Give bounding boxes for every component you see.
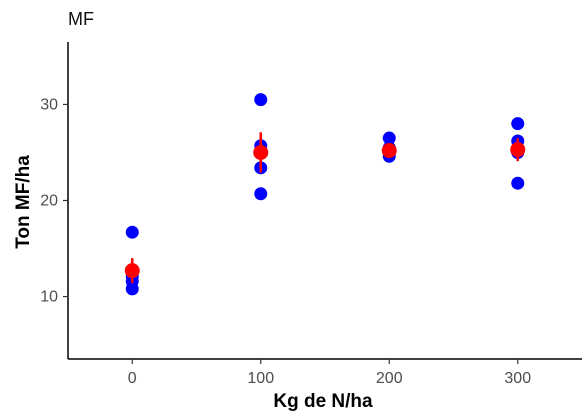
mean-point xyxy=(124,263,140,279)
x-axis-title: Kg de N/ha xyxy=(273,391,373,412)
chart-title: MF xyxy=(68,9,94,29)
mean-point xyxy=(253,144,269,160)
x-tick-label: 300 xyxy=(504,370,531,387)
x-tick-label: 200 xyxy=(376,370,403,387)
y-tick-label: 20 xyxy=(40,193,58,210)
data-point xyxy=(125,282,139,296)
y-axis-title: Ton MF/ha xyxy=(13,155,34,249)
mean-point xyxy=(510,142,526,158)
x-axis-ticks: 0 100 200 300 xyxy=(128,359,531,387)
x-tick-label: 0 xyxy=(128,370,137,387)
data-point xyxy=(125,225,139,239)
y-axis-ticks: 10 20 30 xyxy=(40,96,68,306)
data-point xyxy=(254,93,268,107)
data-point xyxy=(382,131,396,145)
y-tick-label: 30 xyxy=(40,96,58,113)
mean-point xyxy=(381,143,397,159)
data-point xyxy=(511,117,525,131)
data-points xyxy=(124,93,526,296)
data-point xyxy=(254,187,268,201)
y-tick-label: 10 xyxy=(40,289,58,306)
x-tick-label: 100 xyxy=(247,370,274,387)
data-point xyxy=(511,176,525,190)
